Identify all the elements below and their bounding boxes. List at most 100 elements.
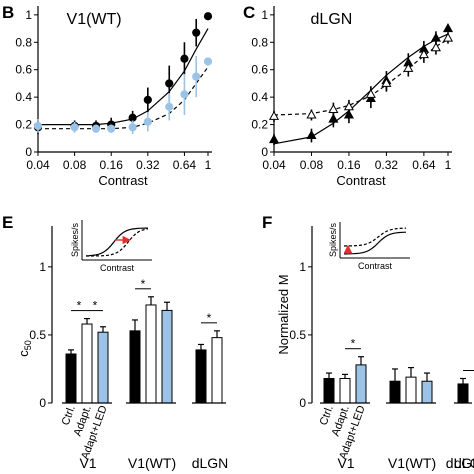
significance-star: *	[207, 311, 212, 325]
bar	[457, 383, 469, 404]
x-tick-label: 0.08	[300, 158, 324, 172]
x-tick-label: 0.32	[375, 158, 399, 172]
y-tick-label: 1	[261, 8, 268, 22]
bar	[81, 323, 93, 404]
bar	[339, 377, 351, 404]
data-point	[128, 123, 137, 132]
fit-line	[38, 66, 209, 130]
panel-letter-b: B	[2, 3, 14, 22]
panel-letter-e: E	[2, 213, 13, 232]
y-tick-label: 0.2	[15, 118, 32, 132]
y-tick-label: 1	[25, 8, 32, 22]
panel-c-line-chart: 0 0.2 0.4 0.6 0.8 1 0.04 0.08 0.16 0.32 0.64 1 Contr…	[251, 6, 454, 188]
inset-y-label: Spikes/s	[70, 222, 80, 257]
data-point	[203, 12, 213, 21]
x-tick-label: 0.64	[173, 158, 197, 172]
data-point	[165, 102, 174, 111]
data-point	[430, 42, 441, 52]
data-point	[165, 79, 174, 88]
x-tick-label: 0.16	[337, 158, 361, 172]
bar	[405, 376, 417, 404]
bar	[355, 364, 367, 404]
group-label: V1(WT)	[388, 455, 436, 471]
data-point	[328, 103, 339, 113]
x-axis-label: Contrast	[98, 173, 148, 188]
data-point	[306, 109, 317, 119]
bar	[421, 380, 433, 404]
x-tick-label: 0.04	[26, 158, 50, 172]
bar	[161, 309, 173, 404]
y-axis-label: Normalized M	[276, 274, 291, 354]
data-point	[381, 77, 392, 87]
y-tick-label: 0	[299, 396, 306, 410]
y-tick-label: 0.8	[15, 35, 32, 49]
x-tick-label: 1	[205, 158, 212, 172]
x-tick-label: 0.16	[100, 158, 124, 172]
bar	[97, 331, 109, 404]
data-point	[430, 32, 441, 42]
x-axis-label: Contrast	[336, 173, 386, 188]
y-tick-label: 0	[39, 396, 46, 410]
data-point	[91, 124, 101, 133]
data-point	[418, 49, 429, 59]
data-point	[192, 28, 201, 37]
y-tick-label: 0	[25, 145, 32, 159]
inset-x-label: Contrast	[100, 263, 135, 273]
data-point	[143, 117, 152, 126]
data-point	[70, 123, 79, 132]
inset-curve-solid	[344, 231, 407, 255]
data-point	[33, 121, 43, 131]
data-point	[306, 130, 317, 140]
data-point	[203, 57, 213, 66]
x-tick-label: 0.64	[412, 158, 436, 172]
chart-title: V1(WT)	[67, 11, 122, 28]
group-label: dLGN	[446, 455, 474, 471]
y-tick-label: 0.6	[251, 63, 268, 77]
chart-title: dLGN	[311, 11, 353, 28]
data-point	[328, 113, 339, 123]
data-point	[343, 109, 354, 119]
fit-line	[273, 33, 449, 145]
data-point	[268, 110, 280, 120]
data-point	[180, 90, 189, 99]
inset-curve-dashed	[86, 228, 149, 257]
bar	[211, 337, 223, 404]
fit-line	[38, 28, 209, 126]
bar	[145, 304, 157, 404]
x-tick-label: 0.04	[262, 158, 286, 172]
inset-y-label: Spikes/s	[328, 222, 338, 257]
data-point	[365, 88, 376, 98]
data-point	[403, 62, 414, 72]
y-tick-label: 0.6	[15, 63, 32, 77]
panel-letter-c: C	[243, 3, 255, 22]
bar	[389, 380, 401, 404]
x-tick-label: 1	[445, 158, 452, 172]
data-point	[143, 95, 152, 104]
y-tick-label: 0.4	[251, 90, 268, 104]
y-tick-label: 0.8	[251, 35, 268, 49]
data-point	[128, 113, 137, 122]
significance-star: *	[93, 299, 98, 313]
inset-x-label: Contrast	[358, 261, 393, 271]
data-point	[268, 134, 280, 144]
y-tick-label: 1	[39, 260, 46, 274]
bar	[65, 353, 77, 404]
group-label: V1	[79, 455, 96, 471]
x-tick-label: 0.32	[136, 158, 160, 172]
significance-star: *	[141, 277, 146, 291]
y-tick-label: 0	[261, 145, 268, 159]
data-point	[442, 32, 454, 42]
x-tick-label: 0.08	[63, 158, 87, 172]
group-label: V1(WT)	[128, 455, 176, 471]
y-axis-label: c50	[16, 340, 33, 357]
y-tick-label: 0.4	[15, 90, 32, 104]
data-point	[442, 23, 454, 33]
inset-curve-dashed	[343, 227, 407, 247]
bar	[323, 377, 335, 404]
significance-star: *	[77, 299, 82, 313]
data-point	[180, 54, 189, 63]
bar	[195, 349, 207, 404]
group-label: V1	[337, 455, 354, 471]
